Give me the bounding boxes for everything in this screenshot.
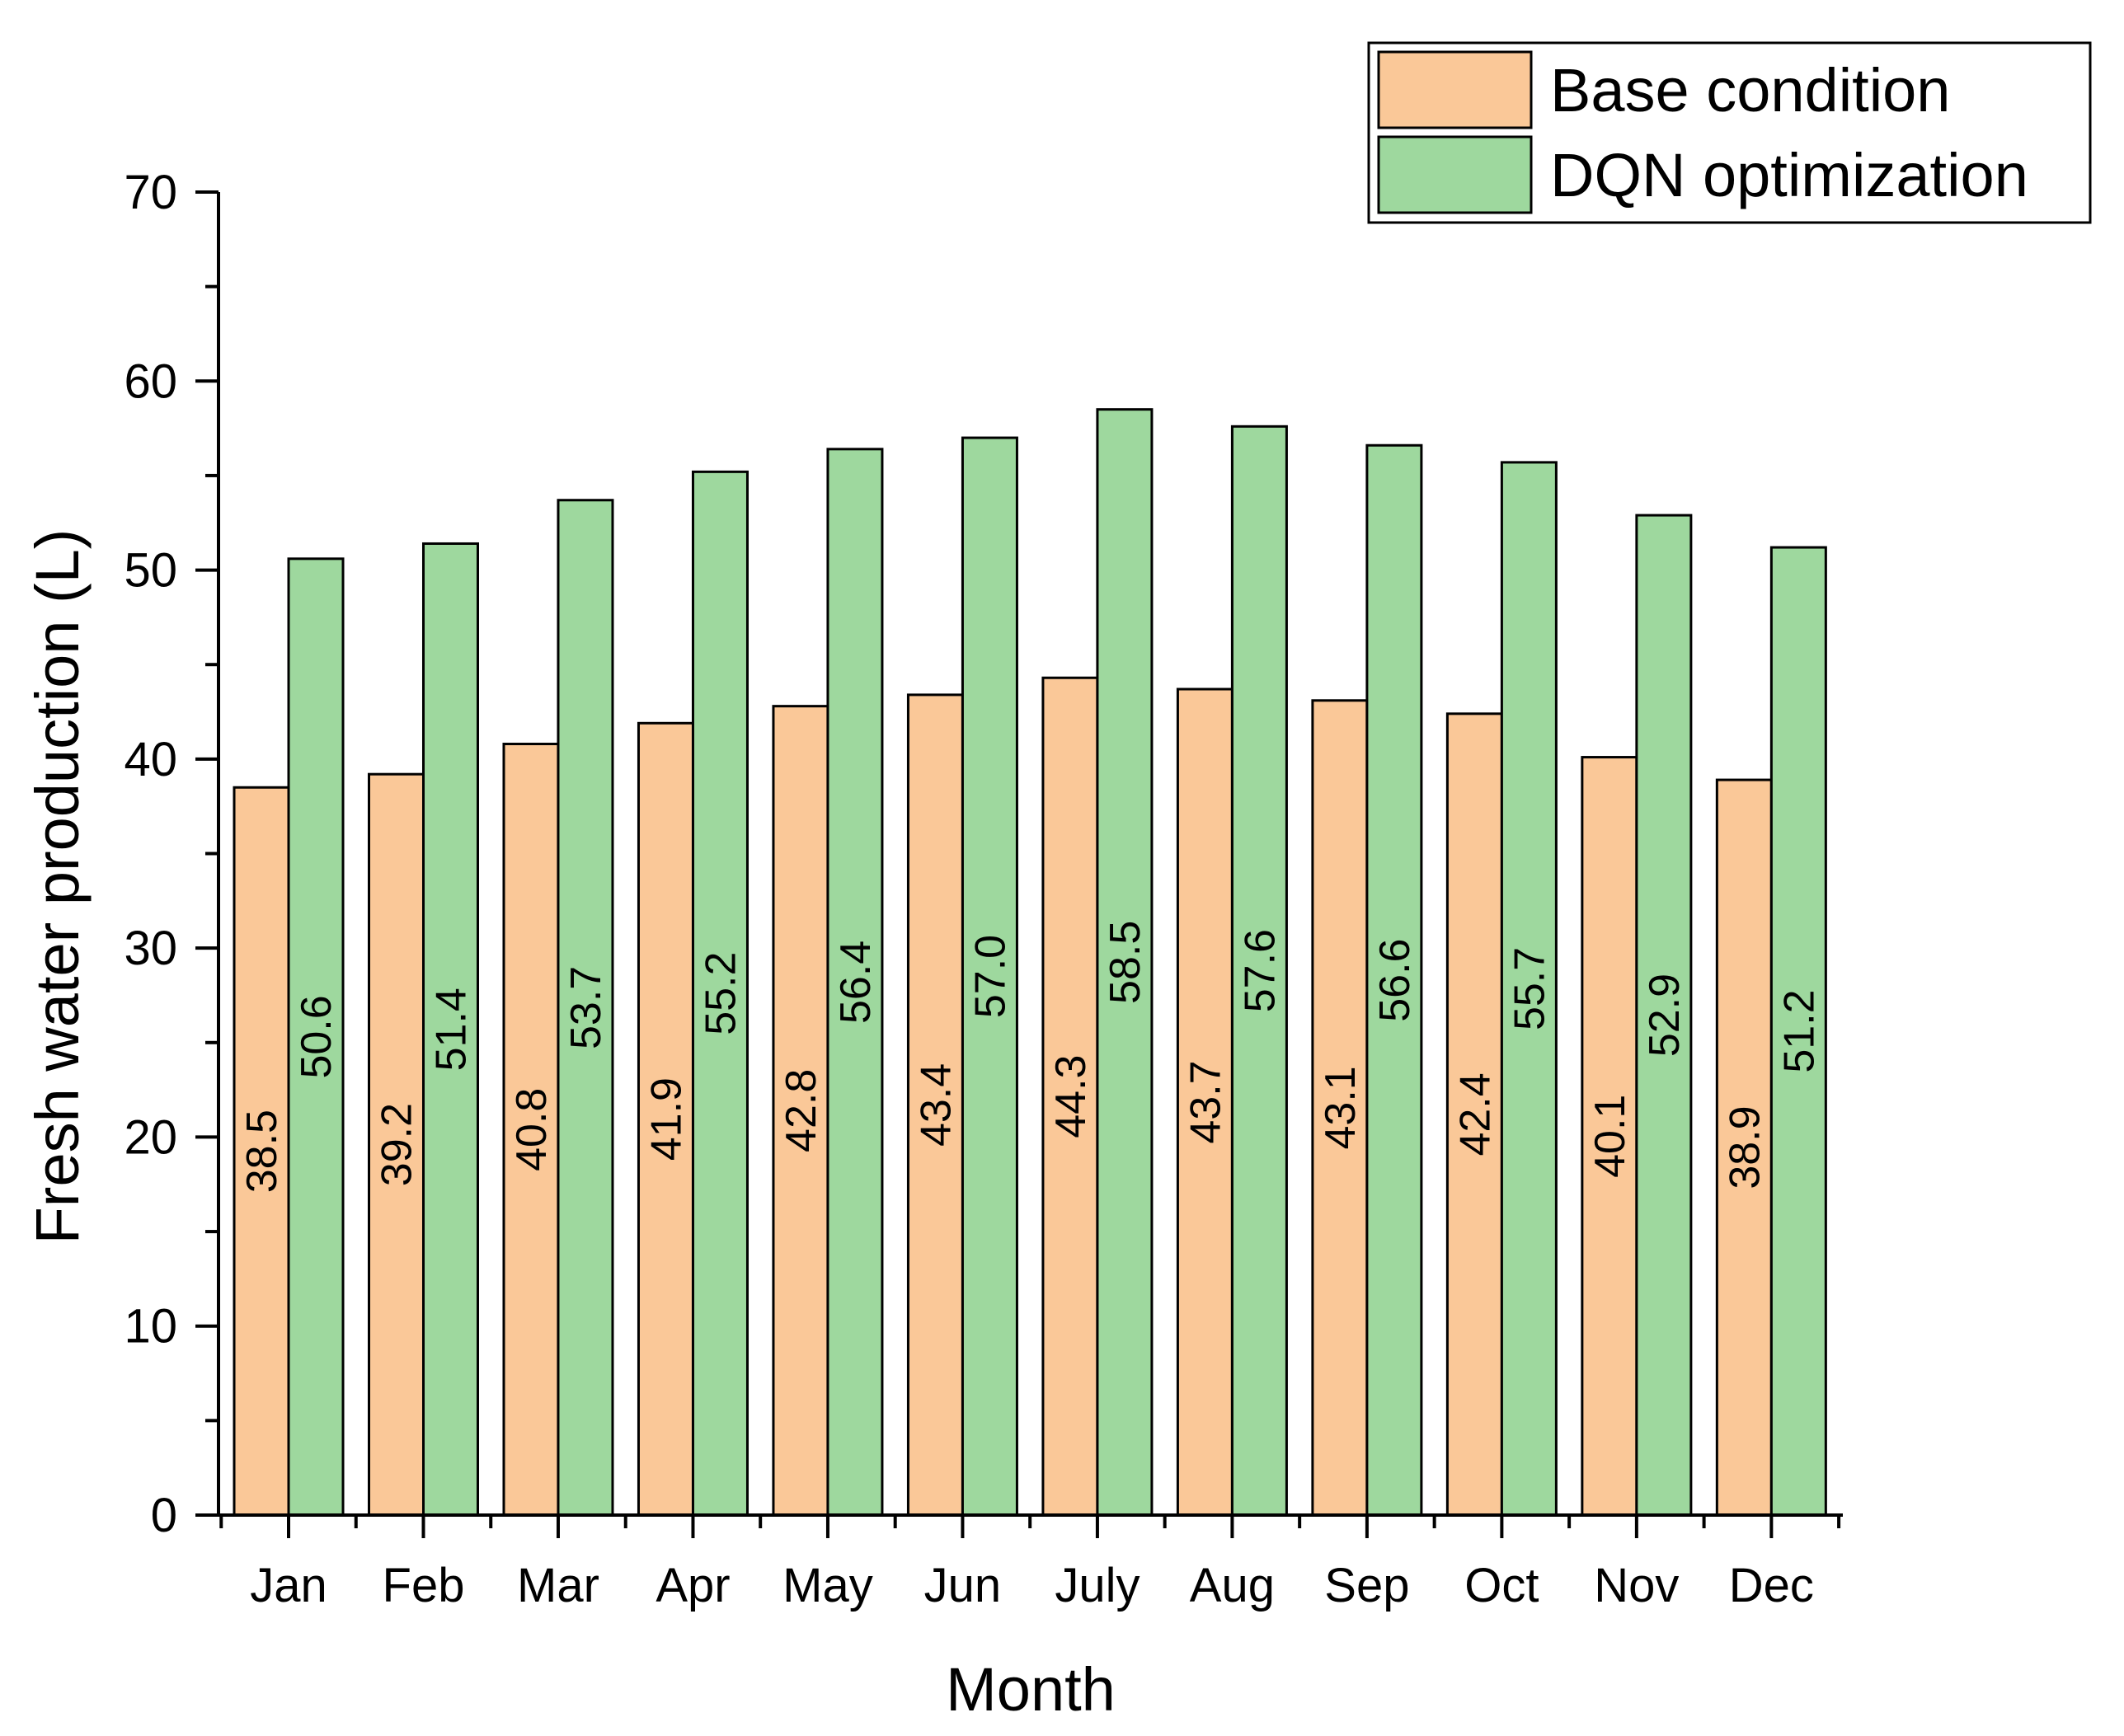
bar-base-aug	[1176, 687, 1234, 1517]
data-label-dqn-feb: 51.4	[427, 988, 475, 1071]
data-label-base-aug: 43.7	[1182, 1060, 1229, 1143]
data-label-base-july: 44.3	[1047, 1055, 1095, 1138]
x-tick-label-aug: Aug	[1190, 1559, 1275, 1612]
legend-swatch-base	[1377, 50, 1533, 129]
data-label-dqn-jun: 57.0	[966, 935, 1014, 1018]
x-tick-label-sep: Sep	[1324, 1559, 1409, 1612]
y-tick-label: 20	[124, 1110, 177, 1164]
x-tick-label-jan: Jan	[250, 1559, 327, 1612]
data-labels: 38.550.6 39.251.4 40.853.7 41.955.2 42.856.4…	[238, 921, 1823, 1194]
bar-base-jun	[906, 693, 964, 1517]
data-label-base-mar: 40.8	[508, 1088, 556, 1171]
bar-base-mar	[502, 743, 560, 1517]
bar-base-oct	[1445, 712, 1503, 1517]
y-tick-label: 50	[124, 544, 177, 598]
data-label-dqn-mar: 53.7	[562, 966, 610, 1049]
data-label-dqn-jan: 50.6	[293, 995, 341, 1078]
bar-base-may	[772, 705, 829, 1517]
y-tick-label: 40	[124, 733, 177, 786]
bar-base-nov	[1581, 756, 1638, 1517]
data-label-dqn-sep: 56.6	[1371, 939, 1419, 1022]
bar-dqn-nov	[1635, 514, 1693, 1517]
y-axis-title: Fresh water production (L)	[23, 529, 92, 1245]
data-label-base-feb: 39.2	[373, 1103, 421, 1186]
data-label-dqn-july: 58.5	[1102, 921, 1149, 1004]
data-label-dqn-oct: 55.7	[1506, 947, 1553, 1030]
legend-label-dqn: DQN optimization	[1550, 141, 2028, 209]
data-label-base-jan: 38.5	[238, 1110, 286, 1193]
bar-dqn-oct	[1500, 461, 1558, 1517]
data-label-base-nov: 40.1	[1586, 1095, 1634, 1178]
data-label-dqn-aug: 57.6	[1236, 929, 1284, 1012]
bar-dqn-aug	[1230, 425, 1288, 1517]
x-tick-label-oct: Oct	[1464, 1559, 1539, 1612]
x-tick-label-feb: Feb	[383, 1559, 465, 1612]
data-label-dqn-apr: 55.2	[697, 952, 745, 1035]
data-label-base-oct: 42.4	[1451, 1072, 1499, 1156]
data-label-base-apr: 41.9	[642, 1077, 690, 1161]
x-tick-label-july: July	[1055, 1559, 1140, 1612]
data-label-dqn-may: 56.4	[832, 941, 880, 1024]
y-tick-label: 30	[124, 922, 177, 975]
bar-base-july	[1041, 676, 1099, 1517]
bar-base-sep	[1311, 699, 1369, 1517]
bars	[233, 408, 1827, 1517]
x-tick-label-jun: Jun	[924, 1559, 1002, 1612]
y-tick-label: 60	[124, 354, 177, 408]
data-label-base-sep: 43.1	[1317, 1066, 1365, 1149]
bar-base-jan	[233, 786, 290, 1517]
legend-swatch-dqn	[1377, 135, 1533, 214]
x-axis-title: Month	[946, 1655, 1116, 1724]
x-tick-label-dec: Dec	[1729, 1559, 1814, 1612]
data-label-dqn-dec: 51.2	[1775, 989, 1823, 1072]
bar-dqn-may	[826, 448, 884, 1517]
data-label-base-may: 42.8	[778, 1069, 825, 1152]
y-tick-label: 0	[151, 1489, 177, 1542]
y-tick-label: 70	[124, 166, 177, 219]
data-label-dqn-nov: 52.9	[1641, 974, 1689, 1057]
legend-label-base: Base condition	[1550, 56, 1950, 124]
data-label-base-dec: 38.9	[1721, 1105, 1769, 1189]
data-label-base-jun: 43.4	[912, 1063, 960, 1147]
axes: 0 10 20 30 40 50 60 70 Jan Feb Mar Apr May Jun July Aug…	[124, 166, 1843, 1612]
x-tick-label-may: May	[782, 1559, 873, 1612]
y-tick-label: 10	[124, 1300, 177, 1354]
x-tick-label-apr: Apr	[656, 1559, 730, 1612]
x-tick-label-mar: Mar	[517, 1559, 599, 1612]
legend: Base condition DQN optimization	[1367, 41, 2092, 224]
bar-base-apr	[637, 721, 694, 1517]
bar-dqn-sep	[1365, 443, 1423, 1517]
x-tick-label-nov: Nov	[1594, 1559, 1679, 1612]
